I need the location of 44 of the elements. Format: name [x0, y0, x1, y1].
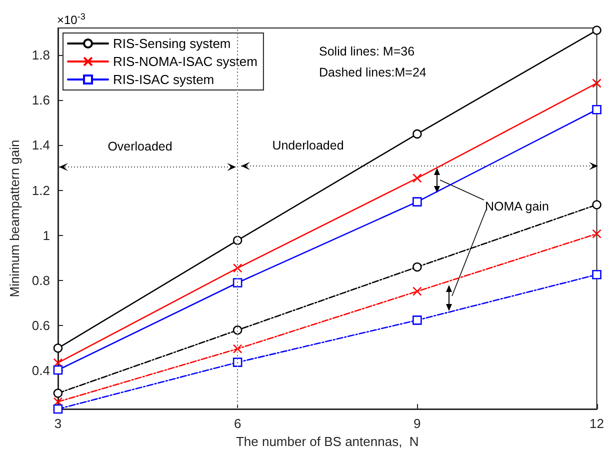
legend-label: RIS-Sensing system [113, 36, 231, 51]
y-tick-label: 0.6 [32, 318, 50, 334]
annotation: Dashed lines:M=24 [319, 66, 426, 80]
y-tick-label: 1 [42, 228, 50, 243]
point [592, 26, 602, 35]
point [53, 404, 63, 414]
point [232, 358, 242, 367]
point [412, 129, 422, 139]
point [232, 263, 242, 273]
point [592, 229, 602, 238]
legend-label: RIS-ISAC system [113, 72, 214, 87]
point [53, 343, 63, 353]
point [592, 200, 602, 210]
y-axis-title: Minimum beampattern gain [7, 140, 22, 298]
y-tick-label: 1.8 [32, 48, 50, 63]
y-tick-label: 0.8 [32, 272, 50, 288]
x-tick-label: 12 [590, 416, 604, 431]
y-tick-label: 1.6 [32, 92, 50, 108]
annotation: NOMA gain [485, 200, 549, 214]
point [592, 78, 602, 88]
annotation: Underloaded [272, 138, 344, 152]
point [412, 316, 422, 325]
annotation: Solid lines: M=36 [319, 44, 415, 58]
x-axis-title: The number of BS antennas, N [236, 434, 419, 449]
x-tick-label: 6 [234, 416, 242, 431]
point [412, 262, 422, 272]
x-tick-label: 3 [54, 416, 62, 431]
legend-label: RIS-NOMA-ISAC system [113, 54, 258, 69]
annotation: Overloaded [108, 140, 172, 154]
point [232, 325, 242, 335]
y-tick-label: 0.4 [32, 363, 50, 378]
point [232, 278, 242, 288]
x-tick-label: 9 [414, 416, 421, 431]
point [412, 286, 422, 296]
y-tick-label: 1.2 [32, 182, 50, 198]
point [412, 173, 422, 183]
y-tick-label: 1.4 [32, 138, 50, 153]
point [592, 104, 602, 114]
point [412, 197, 422, 206]
point [53, 365, 63, 375]
point [53, 388, 63, 398]
point [232, 236, 242, 246]
point [592, 270, 602, 280]
point [232, 344, 242, 354]
